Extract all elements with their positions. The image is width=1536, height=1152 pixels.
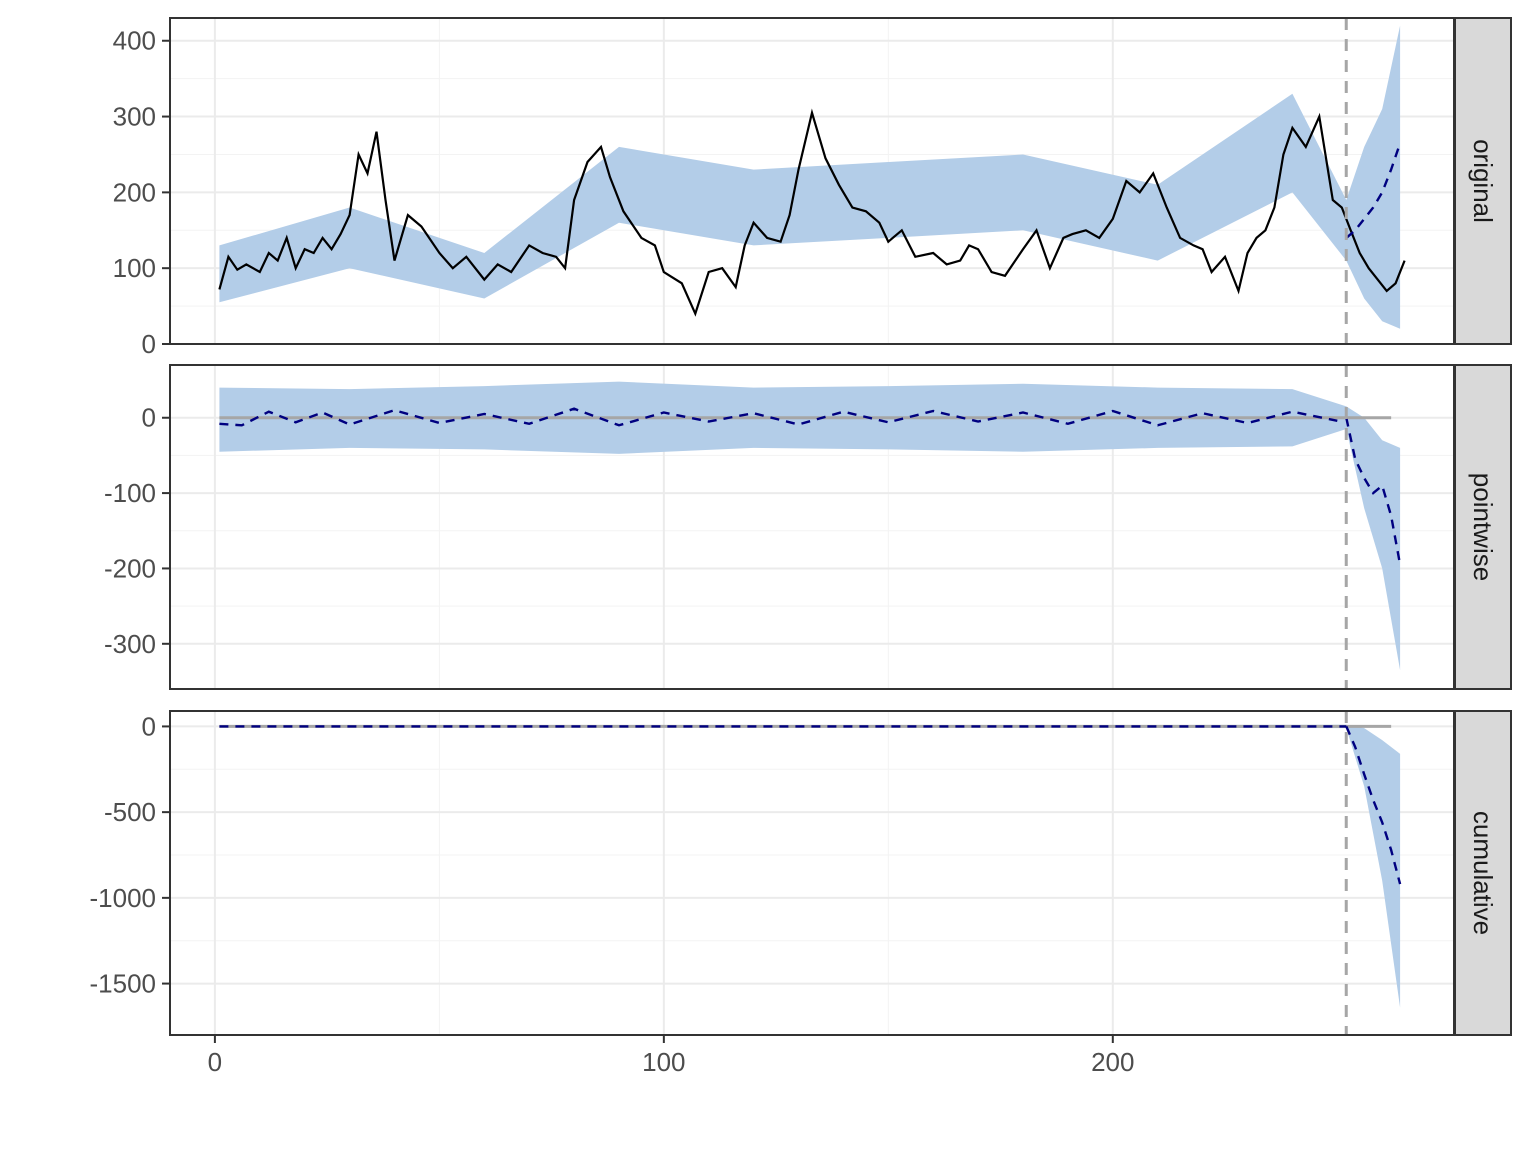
y-tick-label: -200 — [104, 553, 156, 583]
observed-series-line — [218, 108, 1406, 317]
y-tick-label: -500 — [104, 797, 156, 827]
facet-strip-label: original — [1468, 139, 1498, 223]
facet-strip-label: cumulative — [1468, 811, 1498, 935]
panel-cumulative: cumulative 0 -500 -1000 -1500 0 100 200 — [90, 710, 1512, 1077]
y-tick-label: -1000 — [90, 883, 157, 913]
facet-strip — [1454, 710, 1512, 1036]
panel-original: original 0 100 200 300 400 — [113, 17, 1512, 359]
predicted-series-line — [1345, 142, 1402, 239]
confidence-band — [219, 381, 1401, 671]
y-tick-label: 300 — [113, 102, 156, 132]
panel-background — [170, 711, 1454, 1035]
predicted-series-line — [1345, 417, 1402, 565]
panel-pointwise: pointwise 0 -100 -200 -300 — [104, 364, 1512, 690]
predicted-series-line — [219, 407, 1338, 427]
predicted-series-line — [1345, 725, 1402, 885]
y-tick-label: 400 — [113, 26, 156, 56]
facet-strip-label: pointwise — [1468, 473, 1498, 581]
facet-strip — [1454, 17, 1512, 345]
facet-strip — [1454, 364, 1512, 690]
y-tick-label: 200 — [113, 177, 156, 207]
y-tick-label: 100 — [113, 253, 156, 283]
y-tick-label: 0 — [142, 403, 156, 433]
y-tick-label: -300 — [104, 629, 156, 659]
y-tick-label: -100 — [104, 478, 156, 508]
x-tick-label: 100 — [642, 1047, 685, 1077]
x-tick-label: 0 — [208, 1047, 222, 1077]
y-tick-label: 0 — [142, 711, 156, 741]
y-tick-label: 0 — [142, 329, 156, 359]
y-tick-label: -1500 — [90, 969, 157, 999]
confidence-band — [219, 25, 1401, 329]
x-tick-label: 200 — [1091, 1047, 1134, 1077]
